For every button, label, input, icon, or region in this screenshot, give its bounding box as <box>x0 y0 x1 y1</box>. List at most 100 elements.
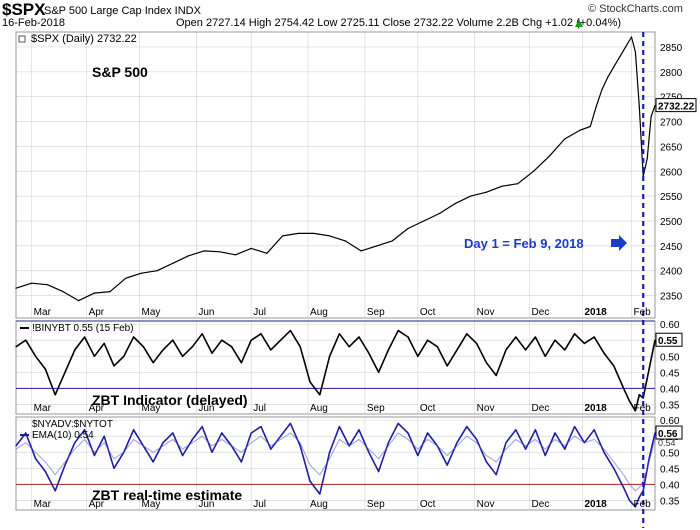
y-tick-label: 0.40 <box>660 384 680 395</box>
x-tick-label: Jul <box>253 307 266 318</box>
x-tick-label: Jun <box>198 307 214 318</box>
data-point <box>634 410 636 412</box>
data-point <box>93 454 96 457</box>
data-point <box>338 333 341 335</box>
x-tick-label: Mar <box>34 403 52 414</box>
data-point <box>654 432 656 434</box>
data-point <box>221 432 223 434</box>
ticker-symbol: $SPX <box>2 0 46 19</box>
y-tick-label: 0.40 <box>660 480 680 491</box>
data-point <box>593 336 595 338</box>
data-point <box>574 426 576 428</box>
data-point <box>607 76 609 78</box>
data-point <box>250 432 252 434</box>
data-point <box>544 454 546 457</box>
data-point <box>289 422 292 425</box>
data-point <box>84 336 86 338</box>
x-tick-label: Apr <box>89 499 105 510</box>
data-point <box>240 461 243 463</box>
data-point <box>436 346 439 348</box>
quote-summary: Open 2727.14 High 2754.42 Low 2725.11 Cl… <box>176 17 622 29</box>
data-point <box>593 429 595 431</box>
data-point <box>299 346 301 348</box>
data-point <box>260 426 262 428</box>
data-point <box>62 291 64 293</box>
data-point <box>15 346 17 348</box>
data-point <box>534 429 537 431</box>
y-tick-label: 0.35 <box>660 400 680 411</box>
data-point <box>603 352 605 354</box>
data-point <box>589 125 591 128</box>
data-point <box>219 251 221 253</box>
data-point <box>505 349 507 351</box>
data-point <box>25 432 27 434</box>
data-point <box>423 220 425 222</box>
data-point <box>407 227 409 230</box>
x-tick-label: Oct <box>420 403 436 414</box>
x-tick-label: Apr <box>89 403 105 414</box>
data-point <box>564 448 566 450</box>
data-point <box>454 203 456 205</box>
data-point <box>201 333 203 335</box>
data-point <box>544 355 546 357</box>
data-point <box>344 240 346 242</box>
data-point <box>515 429 517 431</box>
zbt-delayed-legend-text: !BINYBT 0.55 (15 Feb) <box>32 323 134 334</box>
data-point <box>638 496 640 498</box>
x-tick-label: Nov <box>477 403 495 414</box>
day1-annotation: Day 1 = Feb 9, 2018 <box>464 236 584 251</box>
data-point <box>360 250 362 252</box>
x-tick-label: Jun <box>198 403 214 414</box>
x-tick-label: Dec <box>532 307 550 318</box>
last-value-label: 0.55 <box>658 336 678 347</box>
data-point <box>15 287 17 289</box>
data-point <box>319 493 321 495</box>
data-point <box>172 432 174 434</box>
data-point <box>646 158 648 160</box>
data-point <box>391 240 393 242</box>
data-point <box>113 365 115 367</box>
y-tick-label: 0.50 <box>660 352 680 363</box>
data-point <box>650 115 652 118</box>
data-point <box>378 371 380 373</box>
data-point <box>564 138 566 140</box>
data-point <box>15 445 17 447</box>
data-point <box>525 448 527 450</box>
data-point <box>515 336 517 338</box>
data-point <box>281 235 284 237</box>
data-point <box>191 438 194 441</box>
data-point <box>44 368 47 370</box>
x-tick-label: Sep <box>367 307 385 318</box>
data-point <box>240 362 243 364</box>
data-point <box>648 368 650 370</box>
data-point <box>313 232 315 235</box>
x-tick-label: May <box>141 499 160 510</box>
x-tick-label: Jul <box>253 499 266 510</box>
y-tick-label: 2350 <box>660 292 683 303</box>
data-point <box>201 426 203 428</box>
data-point <box>140 272 143 274</box>
data-point <box>152 362 154 364</box>
data-point <box>446 365 448 367</box>
y-tick-label: 2850 <box>660 43 683 54</box>
data-point <box>266 252 268 254</box>
data-point <box>329 451 331 453</box>
data-point <box>630 36 633 38</box>
data-point <box>309 480 311 482</box>
data-point <box>427 339 429 341</box>
data-point <box>260 333 262 335</box>
data-point <box>378 470 380 473</box>
x-tick-label: Jul <box>253 403 266 414</box>
x-tick-label: Oct <box>420 499 436 510</box>
data-point <box>84 429 86 431</box>
data-point <box>211 352 213 354</box>
data-point <box>446 464 448 466</box>
zbt-realtime-ema-text: EMA(10) 0.54 <box>32 430 94 441</box>
data-point <box>234 254 237 256</box>
stockcharts-credit: © StockCharts.com <box>588 3 683 15</box>
data-point <box>270 448 272 450</box>
data-point <box>133 336 135 338</box>
data-point <box>574 333 576 335</box>
data-point <box>603 451 605 453</box>
